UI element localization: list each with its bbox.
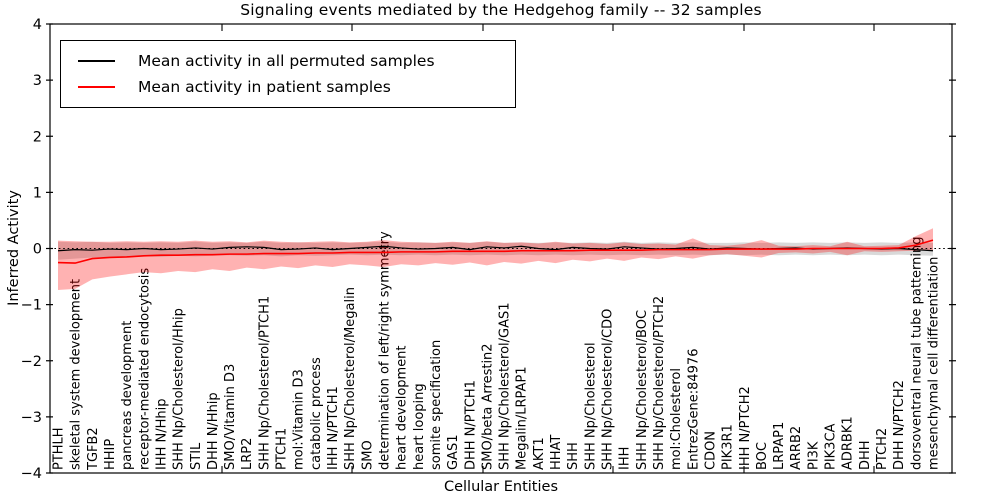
x-tick-label: DHH — [858, 440, 873, 470]
x-tick-label: somite specification — [429, 340, 444, 470]
x-tick-label: IHH N/PTCH2 — [738, 386, 753, 470]
x-tick-label: HHAT — [549, 435, 564, 470]
legend-entry-permuted: Mean activity in all permuted samples — [78, 48, 515, 74]
x-tick-label: LRP2 — [240, 438, 255, 470]
x-tick-label: heart development — [395, 345, 410, 470]
x-tick-label: PIK3CA — [824, 423, 839, 470]
y-tick-label: −1 — [21, 298, 42, 314]
x-tick-label: SHH Np/Cholesterol/PTCH2 — [652, 296, 667, 470]
x-tick-label: receptor-mediated endocytosis — [137, 268, 152, 470]
x-tick-label: dorsoventral neural tube patterning — [909, 237, 924, 470]
x-tick-label: SHH Np/Cholesterol/BOC — [635, 310, 650, 470]
x-tick-label: SHH Np/Cholesterol/CDO — [601, 309, 616, 470]
permuted-mean-line — [57, 245, 934, 252]
x-tick-label: SMO/beta Arrestin2 — [480, 343, 495, 470]
x-tick-label: PIK3R1 — [721, 424, 736, 470]
x-tick-label: HHIP — [103, 439, 118, 470]
legend-line-permuted-icon — [78, 60, 115, 62]
x-tick-label: mol:Cholesterol — [669, 368, 684, 470]
x-tick-label: catabolic process — [309, 357, 324, 470]
y-tick-label: 3 — [33, 73, 42, 89]
x-tick-label: PI3K — [806, 441, 821, 470]
x-tick-label: mol:Vitamin D3 — [292, 369, 307, 470]
y-tick-label: 2 — [33, 129, 42, 145]
x-tick-label: SHH — [566, 442, 581, 470]
x-tick-label: BOC — [755, 442, 770, 470]
x-tick-label: TGFB2 — [86, 427, 101, 471]
y-tick-label: 4 — [33, 17, 42, 33]
x-tick-label: LRPAP1 — [772, 422, 787, 470]
patient-band — [58, 228, 933, 291]
x-tick-label: SMO — [360, 440, 375, 470]
x-tick-label: determination of left/right symmetry — [377, 231, 392, 470]
chart-title: Signaling events mediated by the Hedgeho… — [240, 1, 762, 19]
x-tick-label: SHH Np/Cholesterol — [583, 342, 598, 470]
x-tick-label: PTHLH — [52, 427, 67, 470]
legend-label-patient: Mean activity in patient samples — [138, 78, 391, 96]
x-tick-label: mesenchymal cell differentiation — [927, 257, 942, 470]
y-tick-label: −3 — [21, 410, 42, 426]
patient-mean-line — [57, 239, 934, 264]
x-tick-label: SHH Np/Cholesterol/Hhip — [172, 308, 187, 470]
x-tick-label: SHH Np/Cholesterol/GAS1 — [498, 302, 513, 470]
x-tick-label: heart looping — [412, 383, 427, 470]
x-tick-label: pancreas development — [120, 321, 135, 470]
x-tick-label: AKT1 — [532, 437, 547, 470]
y-tick-label: −2 — [21, 354, 42, 370]
legend-label-permuted: Mean activity in all permuted samples — [138, 52, 435, 70]
x-tick-label: DHH N/PTCH1 — [463, 380, 478, 470]
y-axis-label: Inferred Activity — [6, 190, 22, 306]
x-tick-label: EntrezGene:84976 — [686, 349, 701, 470]
x-tick-label: IHH N/Hhip — [154, 399, 169, 471]
x-tick-label: DHH N/Hhip — [206, 392, 221, 470]
x-tick-label: IHH N/PTCH1 — [326, 386, 341, 470]
x-tick-label: CDON — [703, 431, 718, 470]
x-axis-label: Cellular Entities — [443, 479, 559, 495]
x-tick-label: GAS1 — [446, 435, 461, 471]
x-tick-label: IHH — [618, 447, 633, 470]
x-tick-label: PTCH1 — [275, 428, 290, 470]
x-tick-label: DHH N/PTCH2 — [892, 380, 907, 470]
x-tick-label: ADRBK1 — [841, 416, 856, 470]
legend: Mean activity in all permuted samples Me… — [60, 40, 516, 108]
legend-entry-patient: Mean activity in patient samples — [78, 74, 515, 100]
x-tick-label: SMO/Vitamin D3 — [223, 364, 238, 470]
x-tick-label: SHH Np/Cholesterol/Megalin — [343, 287, 358, 470]
x-tick-label: Megalin/LRPAP1 — [515, 366, 530, 470]
legend-line-patient-icon — [78, 86, 115, 88]
x-tick-label: SHH Np/Cholesterol/PTCH1 — [257, 296, 272, 470]
y-tick-label: 0 — [33, 242, 42, 258]
y-tick-label: −4 — [21, 466, 42, 482]
y-tick-label: 1 — [33, 185, 42, 201]
x-tick-label: STIL — [189, 442, 204, 470]
x-tick-label: PTCH2 — [875, 428, 890, 470]
x-tick-label: ARRB2 — [789, 426, 804, 470]
x-tick-label: skeletal system development — [69, 279, 84, 470]
